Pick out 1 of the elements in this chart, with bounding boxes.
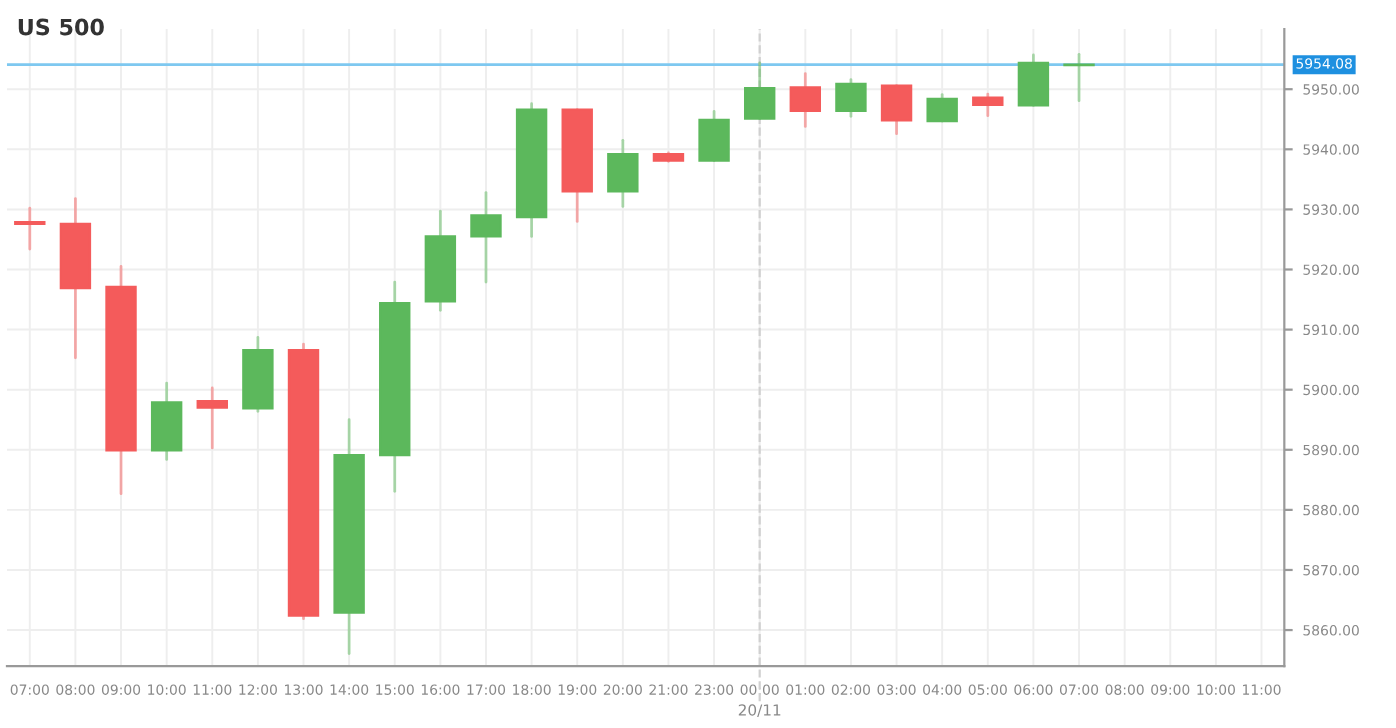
chart-title: US 500 <box>18 18 104 36</box>
